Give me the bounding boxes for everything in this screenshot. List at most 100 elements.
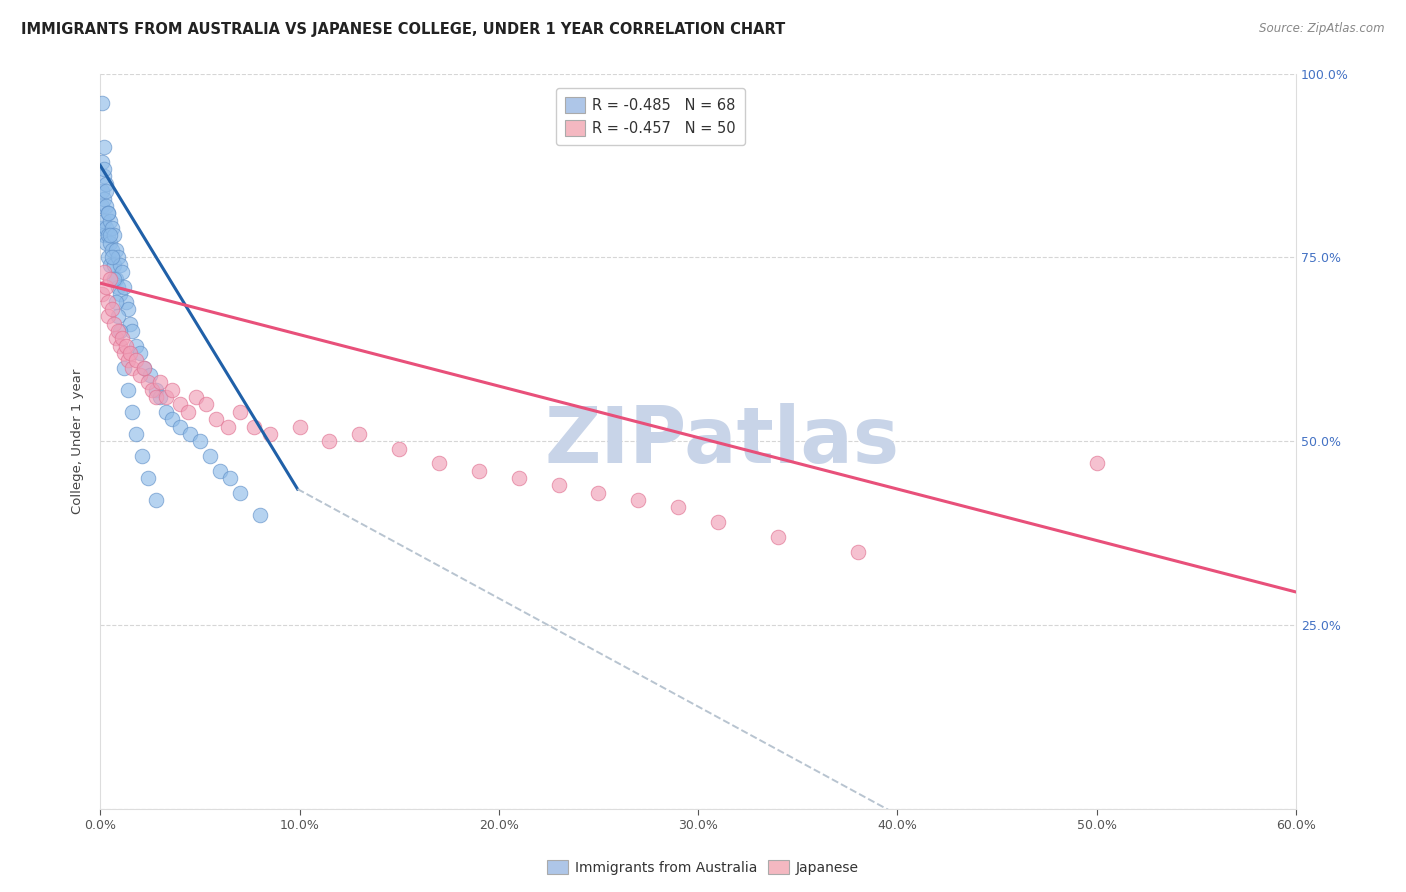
Point — [93, 213, 115, 227]
Point — [97, 206, 120, 220]
Point — [98, 258, 121, 272]
Point — [101, 251, 124, 265]
Point — [105, 294, 128, 309]
Point — [93, 192, 115, 206]
Point — [103, 258, 125, 272]
Point — [169, 397, 191, 411]
Point — [91, 199, 114, 213]
Point — [96, 177, 118, 191]
Point — [98, 213, 121, 227]
Point — [288, 419, 311, 434]
Point — [120, 346, 142, 360]
Point — [108, 258, 131, 272]
Point — [97, 294, 120, 309]
Point — [125, 338, 148, 352]
Point — [101, 221, 124, 235]
Point — [103, 228, 125, 243]
Point — [96, 280, 118, 294]
Point — [107, 324, 129, 338]
Point — [111, 331, 134, 345]
Text: IMMIGRANTS FROM AUSTRALIA VS JAPANESE COLLEGE, UNDER 1 YEAR CORRELATION CHART: IMMIGRANTS FROM AUSTRALIA VS JAPANESE CO… — [21, 22, 786, 37]
Point — [141, 383, 163, 397]
Point — [155, 405, 177, 419]
Point — [117, 383, 139, 397]
Point — [188, 434, 211, 449]
Point — [103, 272, 125, 286]
Point — [242, 419, 264, 434]
Point — [97, 310, 120, 324]
Point — [160, 383, 183, 397]
Point — [96, 184, 118, 198]
Point — [194, 397, 217, 411]
Point — [627, 493, 650, 508]
Point — [129, 368, 152, 382]
Point — [1085, 456, 1108, 470]
Point — [229, 485, 252, 500]
Point — [97, 251, 120, 265]
Point — [91, 287, 114, 301]
Point — [91, 154, 114, 169]
Point — [93, 140, 115, 154]
Point — [98, 228, 121, 243]
Point — [105, 331, 128, 345]
Point — [96, 221, 118, 235]
Point — [198, 449, 221, 463]
Point — [111, 265, 134, 279]
Point — [145, 383, 167, 397]
Point — [707, 515, 730, 529]
Point — [318, 434, 340, 449]
Legend: R = -0.485   N = 68, R = -0.457   N = 50: R = -0.485 N = 68, R = -0.457 N = 50 — [555, 88, 745, 145]
Point — [217, 419, 239, 434]
Point — [169, 419, 191, 434]
Point — [136, 471, 159, 485]
Point — [117, 301, 139, 316]
Legend: Immigrants from Australia, Japanese: Immigrants from Australia, Japanese — [541, 855, 865, 880]
Point — [93, 162, 115, 177]
Point — [666, 500, 689, 515]
Point — [108, 338, 131, 352]
Point — [508, 471, 530, 485]
Point — [98, 272, 121, 286]
Text: ZIPatlas: ZIPatlas — [544, 403, 900, 479]
Point — [208, 464, 231, 478]
Point — [105, 243, 128, 257]
Point — [132, 360, 155, 375]
Point — [184, 390, 207, 404]
Point — [229, 405, 252, 419]
Point — [107, 280, 129, 294]
Point — [588, 485, 610, 500]
Point — [91, 221, 114, 235]
Text: Source: ZipAtlas.com: Source: ZipAtlas.com — [1260, 22, 1385, 36]
Point — [218, 471, 240, 485]
Point — [136, 376, 159, 390]
Point — [115, 338, 138, 352]
Point — [121, 324, 143, 338]
Point — [115, 294, 138, 309]
Point — [96, 199, 118, 213]
Point — [388, 442, 411, 456]
Point — [93, 169, 115, 184]
Point — [107, 310, 129, 324]
Point — [101, 301, 124, 316]
Point — [121, 405, 143, 419]
Point — [145, 390, 167, 404]
Point — [103, 317, 125, 331]
Point — [149, 376, 172, 390]
Point — [846, 544, 869, 558]
Point — [155, 390, 177, 404]
Point — [427, 456, 450, 470]
Point — [139, 368, 162, 382]
Point — [93, 265, 115, 279]
Point — [468, 464, 491, 478]
Point — [149, 390, 172, 404]
Point — [107, 251, 129, 265]
Point — [91, 184, 114, 198]
Point — [112, 346, 135, 360]
Point — [96, 235, 118, 250]
Point — [132, 360, 155, 375]
Point — [120, 317, 142, 331]
Point — [91, 95, 114, 110]
Point — [204, 412, 226, 426]
Point — [108, 324, 131, 338]
Y-axis label: College, Under 1 year: College, Under 1 year — [72, 368, 84, 514]
